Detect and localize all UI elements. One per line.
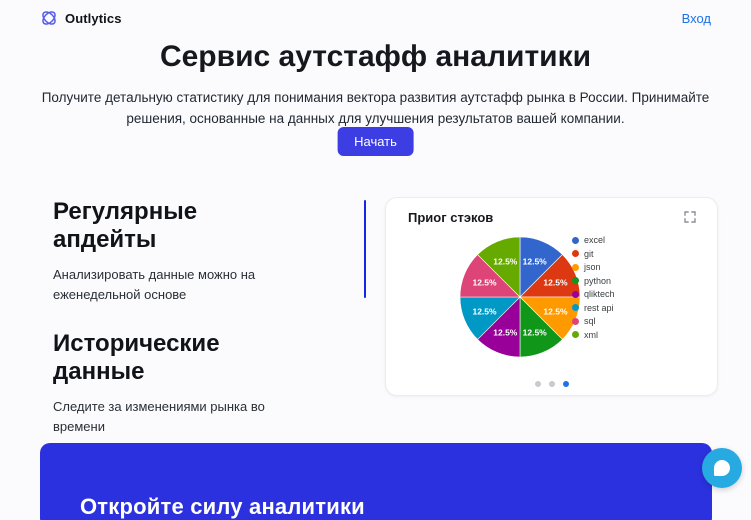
legend-label: json xyxy=(584,262,601,272)
legend-color-dot xyxy=(572,263,579,271)
legend-label: xml xyxy=(584,329,598,340)
features-column: Регулярные апдейты Анализировать данные … xyxy=(53,198,313,462)
feature-regular-updates: Регулярные апдейты Анализировать данные … xyxy=(53,198,313,304)
legend-item-python[interactable]: python xyxy=(572,276,615,286)
legend-item-qliktech[interactable]: qliktech xyxy=(572,289,615,299)
legend-item-xml[interactable]: xml xyxy=(572,330,615,340)
page-title: Сервис аутстафф аналитики xyxy=(159,40,592,73)
legend-color-dot xyxy=(572,277,579,284)
login-link[interactable]: Вход xyxy=(681,10,711,26)
carousel-dot-1[interactable] xyxy=(534,381,541,387)
legend-color-dot xyxy=(572,250,579,257)
pie-slice-label: 12.5% xyxy=(493,256,518,266)
legend-item-git[interactable]: git xyxy=(572,249,615,259)
legend-label: qliktech xyxy=(584,289,615,299)
chat-bubble-icon xyxy=(714,460,730,476)
carousel-dots xyxy=(386,381,717,387)
legend-color-dot xyxy=(572,236,579,244)
banner-title: Откройте силу аналитики xyxy=(80,494,365,519)
brand-logo[interactable]: Outlytics xyxy=(40,9,122,27)
bottom-banner: Откройте силу аналитики xyxy=(40,443,712,520)
header: Outlytics Вход xyxy=(0,0,751,36)
legend-color-dot xyxy=(572,290,579,298)
pie-slice-label: 12.5% xyxy=(543,307,568,317)
carousel-dot-3[interactable] xyxy=(562,381,569,387)
pie-chart-area: 12.5% 12.5% 12.5% 12.5% 12.5% 12.5% 12.5% 12.5%… xyxy=(386,198,717,395)
legend-color-dot xyxy=(572,317,579,325)
legend-item-sql[interactable]: sql xyxy=(572,316,615,326)
legend-label: excel xyxy=(584,235,606,245)
legend-label: python xyxy=(584,275,612,286)
chart-card: Приог стэков 12.5% 12.5% 12.5% 12.5% 12.5% 12… xyxy=(385,197,718,396)
pie-slice-label: 12.5% xyxy=(543,277,568,287)
pie-slice-xml[interactable] xyxy=(477,236,521,298)
outlytics-logo-icon xyxy=(40,9,58,27)
pie-slice-label: 12.5% xyxy=(523,327,548,337)
feature-description: Анализировать данные можно на еженедельн… xyxy=(53,267,256,302)
legend-color-dot xyxy=(572,331,579,338)
pie-chart: 12.5% 12.5% 12.5% 12.5% 12.5% 12.5% 12.5% 12.5% xyxy=(459,236,581,358)
pie-slice-label: 12.5% xyxy=(523,256,548,266)
legend-item-rest-api[interactable]: rest api xyxy=(572,303,615,313)
hero-subtitle: Получите детальную статистику для понима… xyxy=(41,90,710,126)
legend-label: rest api xyxy=(584,302,614,313)
brand-name: Outlytics xyxy=(65,10,122,26)
legend-label: git xyxy=(584,248,594,259)
chat-widget-button[interactable] xyxy=(702,448,742,488)
pie-slice-label: 12.5% xyxy=(472,307,497,317)
feature-historical-data: Исторические данные Следите за изменения… xyxy=(53,330,313,436)
chart-title: Приог стэков xyxy=(408,210,494,225)
pie-slice-label: 12.5% xyxy=(493,327,518,337)
active-section-indicator xyxy=(364,200,366,298)
legend-item-excel[interactable]: excel xyxy=(572,235,615,245)
legend-color-dot xyxy=(572,304,579,311)
pie-slice-label: 12.5% xyxy=(472,277,497,287)
feature-title: Регулярные апдейты xyxy=(53,198,198,254)
carousel-dot-2[interactable] xyxy=(548,381,555,387)
legend-item-json[interactable]: json xyxy=(572,262,615,272)
fullscreen-icon[interactable] xyxy=(681,208,699,226)
chart-legend: excel git json python qliktech rest api sql xml xyxy=(572,235,615,340)
legend-label: sql xyxy=(584,316,596,326)
start-button[interactable]: Начать xyxy=(337,127,414,156)
feature-description: Следите за изменениями рынка во времени xyxy=(53,399,265,434)
feature-title: Исторические данные xyxy=(53,330,220,386)
